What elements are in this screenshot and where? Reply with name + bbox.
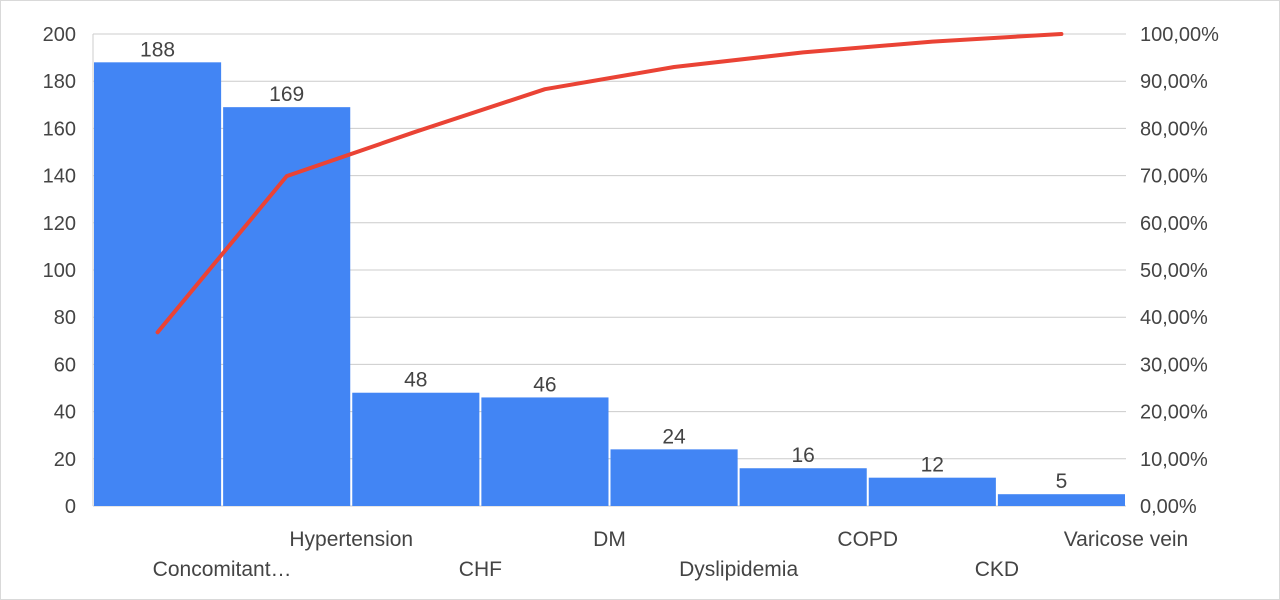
bar bbox=[868, 477, 996, 506]
y-tick-label: 100 bbox=[43, 260, 76, 282]
y-tick-label: 180 bbox=[43, 71, 76, 93]
bar-value-label: 48 bbox=[404, 369, 427, 392]
y2-tick-label: 40,00% bbox=[1140, 307, 1208, 329]
y-tick-label: 120 bbox=[43, 213, 76, 235]
cumulative-percent-line bbox=[155, 32, 1064, 335]
y-tick-label: 60 bbox=[54, 354, 76, 376]
bar-value-label: 12 bbox=[921, 454, 944, 477]
bar bbox=[352, 392, 480, 506]
y-tick-label: 0 bbox=[65, 496, 76, 518]
y2-tick-label: 100,00% bbox=[1140, 24, 1219, 46]
category-label: DM bbox=[593, 528, 626, 551]
y2-tick-label: 70,00% bbox=[1140, 166, 1208, 188]
bar-value-label: 5 bbox=[1056, 470, 1068, 493]
y2-tick-label: 0,00% bbox=[1140, 496, 1197, 518]
category-label: COPD bbox=[837, 528, 898, 551]
y2-tick-label: 90,00% bbox=[1140, 71, 1208, 93]
y2-tick-label: 80,00% bbox=[1140, 118, 1208, 140]
y-tick-label: 200 bbox=[43, 24, 76, 46]
bar-value-label: 188 bbox=[140, 38, 175, 61]
y-axis-right: 0,00% 10,00% 20,00% 30,00% 40,00% 50,00% 60,00… bbox=[1140, 24, 1219, 518]
bar bbox=[481, 397, 609, 506]
bar bbox=[94, 62, 222, 506]
category-label: Varicose vein bbox=[1064, 528, 1189, 551]
bar bbox=[223, 107, 351, 506]
y-tick-label: 160 bbox=[43, 118, 76, 140]
category-label: Concomitant… bbox=[153, 558, 292, 581]
category-label: CKD bbox=[975, 558, 1019, 581]
bar bbox=[997, 494, 1125, 506]
bar-value-label: 46 bbox=[533, 373, 556, 396]
data-labels: 188 169 48 46 24 16 12 5 bbox=[140, 38, 1067, 493]
y-tick-label: 140 bbox=[43, 166, 76, 188]
x-axis: Concomitant… Hypertension CHF DM Dyslipidemi… bbox=[153, 528, 1189, 581]
y2-tick-label: 50,00% bbox=[1140, 260, 1208, 282]
y2-tick-label: 30,00% bbox=[1140, 354, 1208, 376]
bar bbox=[610, 449, 738, 506]
y-tick-label: 40 bbox=[54, 402, 76, 424]
bar-value-label: 16 bbox=[792, 444, 815, 467]
bars bbox=[94, 62, 1125, 506]
category-label: Hypertension bbox=[289, 528, 413, 551]
bar-value-label: 169 bbox=[269, 83, 304, 106]
y-tick-label: 80 bbox=[54, 307, 76, 329]
y-axis-left: 0 20 40 60 80 100 120 140 160 180 200 bbox=[43, 24, 76, 518]
y2-tick-label: 10,00% bbox=[1140, 449, 1208, 471]
category-label: CHF bbox=[459, 558, 502, 581]
cumulative-line bbox=[155, 32, 1064, 335]
y2-tick-label: 60,00% bbox=[1140, 213, 1208, 235]
y-tick-label: 20 bbox=[54, 449, 76, 471]
y2-tick-label: 20,00% bbox=[1140, 402, 1208, 424]
bar bbox=[739, 468, 867, 506]
bar-value-label: 24 bbox=[662, 425, 686, 448]
category-label: Dyslipidemia bbox=[679, 558, 798, 581]
